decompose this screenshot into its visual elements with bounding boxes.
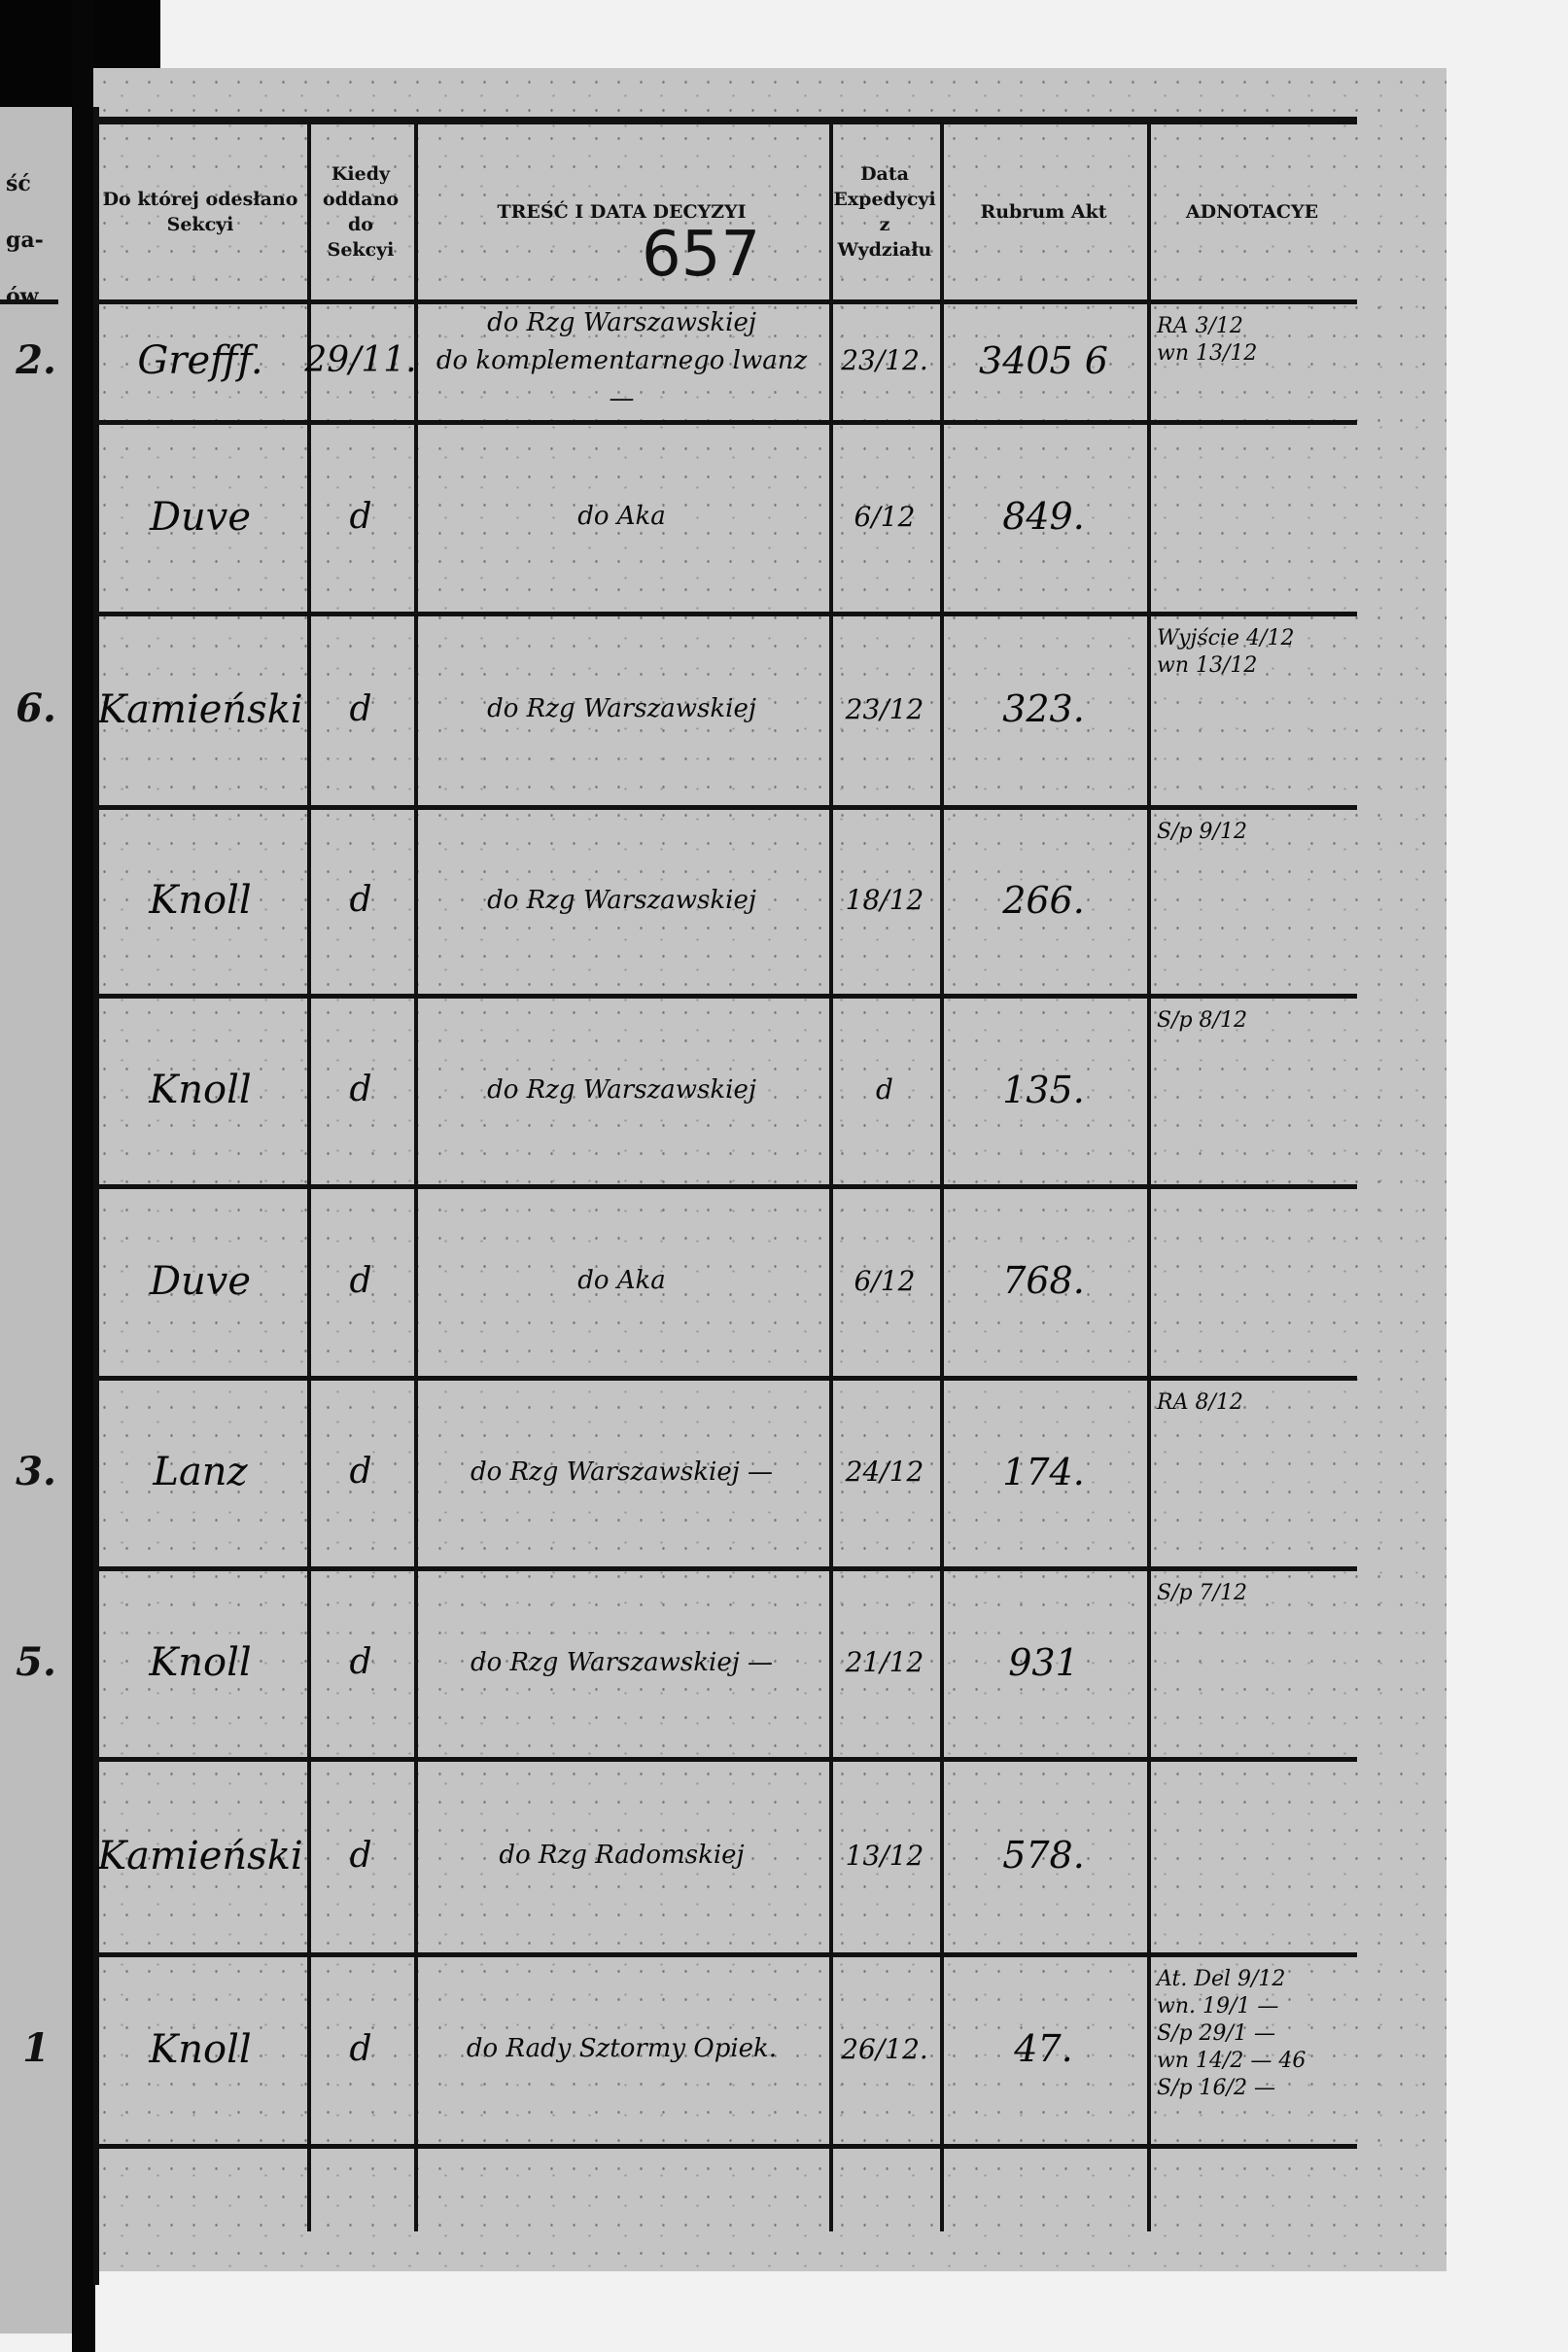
fragment-row-mark: 3.: [16, 1448, 56, 1494]
register-page: [93, 68, 1446, 2271]
cell-expedition-date: 23/12.: [841, 344, 928, 376]
fragment-header-line: ga-: [6, 228, 44, 253]
cell-content: do Rzg Warszawskiej: [487, 885, 756, 915]
page-number: 657: [642, 219, 761, 291]
cell-expedition-date: 18/12: [845, 884, 924, 916]
cell-rubrum: 849.: [1002, 495, 1085, 538]
cell-annotation: S/p 8/12: [1157, 1008, 1247, 1033]
column-header-2: TREŚĆ I DATA DECYZYI: [497, 200, 747, 223]
column-rule: [829, 117, 833, 2231]
fragment-header-line: ść: [6, 171, 31, 196]
column-rule: [940, 117, 944, 2231]
cell-expedition-date: 6/12: [854, 500, 916, 533]
row-rule: [93, 1757, 1357, 1762]
column-rule: [307, 117, 311, 2231]
row-rule: [93, 994, 1357, 999]
cell-handed-over: d: [349, 688, 372, 729]
left-border-rule: [93, 107, 99, 2285]
cell-handed-over: d: [349, 1642, 372, 1682]
cell-annotation: Wyjście 4/12 wn 13/12: [1157, 626, 1295, 678]
row-rule: [93, 612, 1357, 616]
cell-expedition-date: 21/12: [845, 1646, 924, 1678]
fragment-row-mark: 1: [22, 2025, 50, 2071]
fragment-row-mark: 6.: [16, 685, 56, 731]
cell-expedition-date: 6/12: [854, 1264, 916, 1297]
cell-handed-over: d: [349, 496, 372, 537]
cell-content: do Rzg Warszawskiej: [487, 1074, 756, 1105]
cell-section: Knoll: [149, 1068, 252, 1112]
cell-rubrum: 768.: [1002, 1259, 1085, 1302]
cell-content: do Rzg Warszawskiej: [487, 694, 756, 723]
cell-expedition-date: 23/12: [845, 692, 924, 725]
column-header-5: ADNOTACYE: [1185, 200, 1319, 223]
left-page-fragment: ść ga- ów: [0, 107, 72, 2334]
row-rule: [93, 299, 1357, 304]
fragment-header-line: ów: [6, 284, 39, 309]
cell-section: Kamieński: [97, 1833, 303, 1878]
cell-rubrum: 266.: [1002, 878, 1085, 922]
cell-annotation: S/p 9/12: [1157, 820, 1247, 844]
left-fragment-header: ść ga- ów: [6, 156, 44, 325]
fragment-rule: [0, 299, 58, 304]
cell-expedition-date: 13/12: [845, 1839, 924, 1872]
fragment-row-mark: 5.: [16, 1638, 56, 1685]
cell-annotation: S/p 7/12: [1157, 1581, 1247, 1605]
cell-content: do Rady Sztormy Opiek.: [466, 2034, 778, 2063]
cell-rubrum: 323.: [1002, 687, 1085, 730]
header-top-rule: [93, 117, 1357, 124]
cell-section: Kamieński: [97, 686, 303, 732]
column-rule: [1147, 117, 1151, 2231]
cell-expedition-date: d: [876, 1073, 893, 1106]
cell-content: do Rzg Warszawskiej —: [470, 1457, 774, 1487]
cell-content: do Rzg Warszawskiej —: [470, 1647, 774, 1677]
row-rule: [93, 1376, 1357, 1381]
row-rule: [93, 1184, 1357, 1189]
cell-rubrum: 931: [1008, 1640, 1079, 1684]
cell-content: do Rzg Warszawskiej do komplementarnego …: [436, 307, 808, 413]
cell-section: Knoll: [149, 2026, 252, 2072]
cell-rubrum: 47.: [1014, 2027, 1073, 2070]
row-rule: [93, 805, 1357, 810]
cell-handed-over: d: [349, 1452, 372, 1492]
cell-section: Knoll: [149, 878, 252, 923]
column-header-4: Rubrum Akt: [980, 200, 1107, 223]
cell-section: Lanz: [153, 1450, 248, 1494]
row-rule: [93, 1566, 1357, 1571]
cell-annotation: At. Del 9/12 wn. 19/1 — S/p 29/1 — wn 14…: [1157, 1967, 1307, 2100]
cell-annotation: RA 3/12 wn 13/12: [1157, 314, 1258, 366]
column-rule: [414, 117, 418, 2231]
book-spine: [72, 0, 95, 2352]
cell-expedition-date: 24/12: [845, 1456, 924, 1488]
cell-rubrum: 135.: [1002, 1068, 1085, 1111]
cell-section: Knoll: [149, 1640, 252, 1685]
column-header-0: Do której odesłano Sekcyi: [102, 188, 298, 235]
cell-handed-over: 29/11.: [304, 340, 417, 380]
row-rule: [93, 2144, 1357, 2149]
cell-expedition-date: 26/12.: [841, 2032, 928, 2065]
cell-rubrum: 3405 6: [979, 338, 1108, 382]
cell-section: Grefff.: [137, 338, 263, 383]
cell-section: Duve: [149, 494, 252, 540]
cell-handed-over: d: [349, 1260, 372, 1301]
row-rule: [93, 1952, 1357, 1957]
cell-content: do Rzg Radomskiej: [499, 1841, 745, 1870]
cell-annotation: RA 8/12: [1157, 1390, 1243, 1415]
column-header-1: Kiedy oddano do Sekcyi: [322, 162, 400, 261]
cell-handed-over: d: [349, 1070, 372, 1109]
cell-content: do Aka: [577, 502, 666, 531]
cell-handed-over: d: [349, 880, 372, 920]
cell-rubrum: 174.: [1002, 1450, 1085, 1493]
fragment-row-mark: 2.: [16, 336, 56, 383]
column-header-3: Data Expedycyi z Wydziału: [833, 162, 936, 261]
row-rule: [93, 420, 1357, 425]
cell-handed-over: d: [349, 1835, 372, 1876]
cell-content: do Aka: [577, 1266, 666, 1295]
cell-handed-over: d: [349, 2028, 372, 2069]
cell-rubrum: 578.: [1002, 1834, 1085, 1877]
cell-section: Duve: [149, 1258, 252, 1304]
